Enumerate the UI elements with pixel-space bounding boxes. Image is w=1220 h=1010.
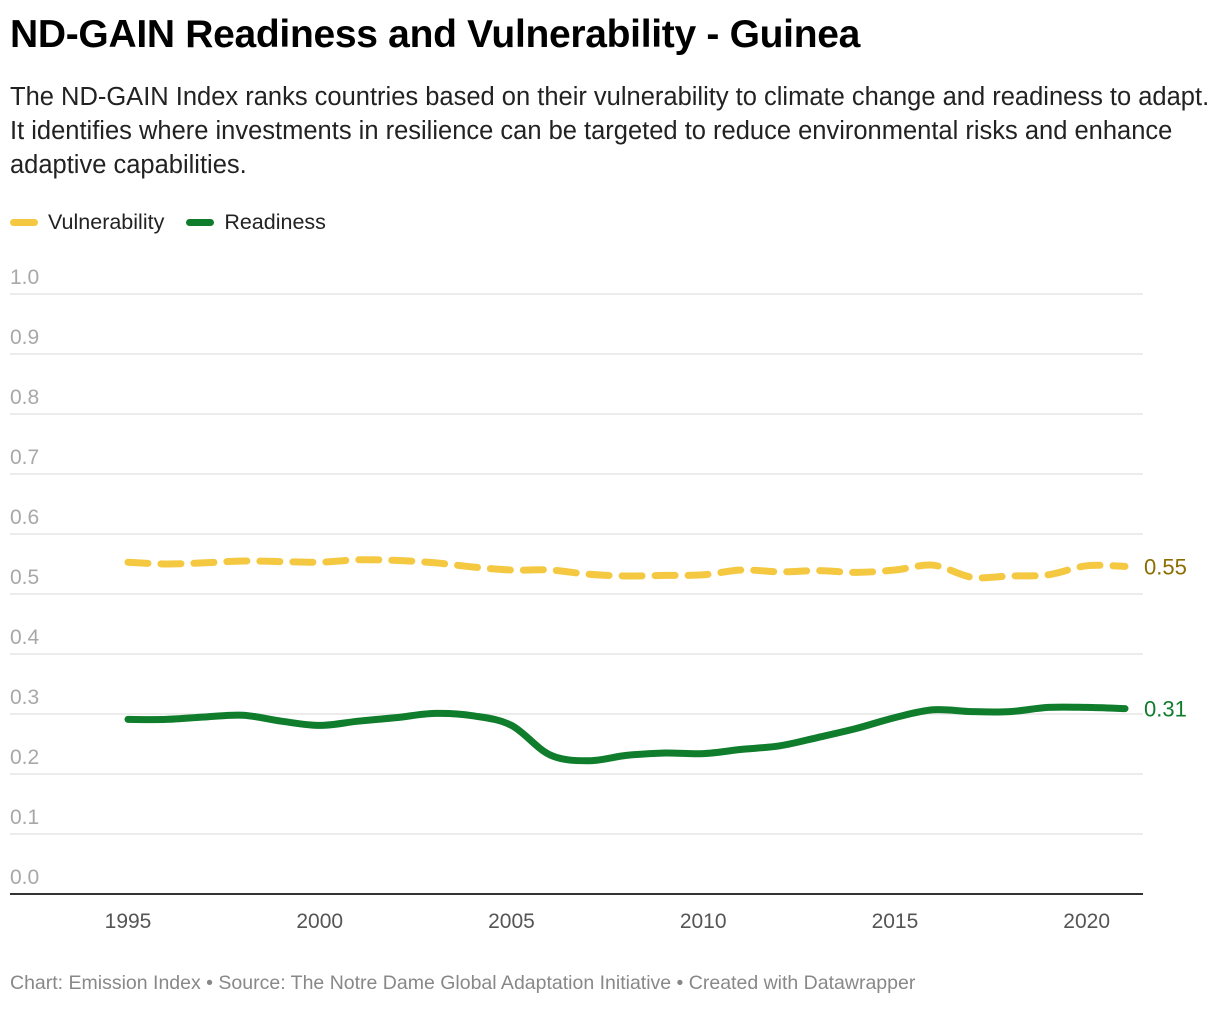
chart-footer: Chart: Emission Index • Source: The Notr…: [10, 972, 916, 994]
x-tick-label: 1995: [105, 910, 152, 933]
chart-subtitle: The ND-GAIN Index ranks countries based …: [10, 83, 1210, 179]
line-chart: 0.0 0.1 0.2 0.3 0.4 0.5 0.6 0.7 0.8 0.9 1.0 1995 200…: [10, 266, 1187, 933]
y-tick-label: 1.0: [10, 266, 39, 289]
x-tick-label: 2020: [1063, 910, 1110, 933]
y-tick-label: 0.4: [10, 626, 40, 649]
legend-swatch-readiness: [186, 218, 215, 226]
y-tick-label: 0.0: [10, 866, 39, 889]
x-tick-label: 2000: [296, 910, 343, 933]
y-tick-label: 0.1: [10, 806, 39, 829]
y-tick-label: 0.6: [10, 506, 39, 529]
series-line-readiness: [124, 703, 1129, 765]
end-label-readiness: 0.31: [1144, 697, 1187, 722]
y-tick-label: 0.9: [10, 326, 39, 349]
y-tick-label: 0.2: [10, 746, 39, 769]
legend-item-readiness: Readiness: [186, 210, 326, 235]
y-tick-label: 0.8: [10, 386, 39, 409]
series-line-vulnerability: [124, 556, 1129, 582]
x-tick-label: 2010: [680, 910, 727, 933]
end-label-vulnerability: 0.55: [1144, 554, 1187, 579]
legend-label-vulnerability: Vulnerability: [48, 209, 165, 234]
legend-label-readiness: Readiness: [224, 209, 326, 234]
y-tick-label: 0.3: [10, 686, 39, 709]
chart-title: ND-GAIN Readiness and Vulnerability - Gu…: [10, 13, 861, 56]
y-tick-label: 0.7: [10, 446, 39, 469]
legend: Vulnerability Readiness: [10, 207, 348, 237]
y-tick-label: 0.5: [10, 566, 39, 589]
x-tick-label: 2015: [872, 910, 919, 933]
x-tick-label: 2005: [488, 910, 535, 933]
legend-swatch-vulnerability: [10, 218, 38, 226]
legend-item-vulnerability: Vulnerability: [10, 210, 164, 235]
